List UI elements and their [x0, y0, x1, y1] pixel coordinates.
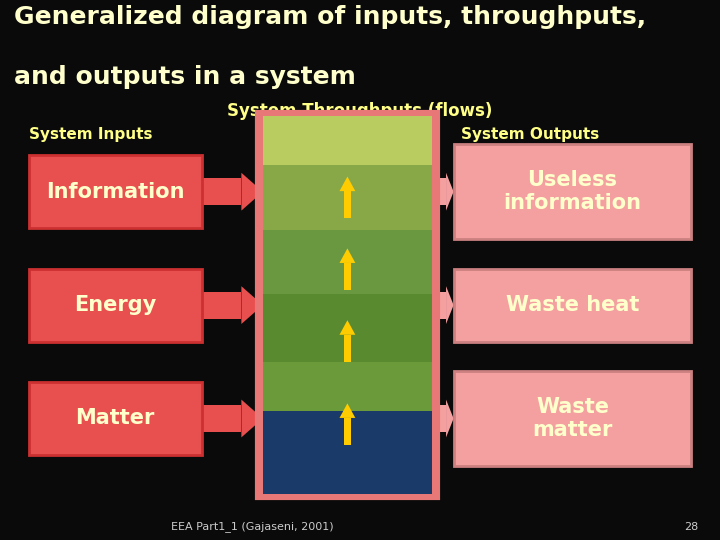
- FancyBboxPatch shape: [263, 165, 432, 230]
- Polygon shape: [446, 173, 454, 211]
- FancyBboxPatch shape: [454, 144, 691, 239]
- Polygon shape: [432, 405, 446, 432]
- Polygon shape: [340, 320, 356, 335]
- Text: and outputs in a system: and outputs in a system: [14, 65, 356, 89]
- FancyBboxPatch shape: [454, 371, 691, 466]
- Polygon shape: [241, 173, 263, 211]
- Text: System Throughputs (flows): System Throughputs (flows): [228, 102, 492, 120]
- FancyBboxPatch shape: [263, 294, 432, 362]
- Polygon shape: [432, 292, 446, 319]
- Text: 28: 28: [684, 522, 698, 532]
- Polygon shape: [446, 286, 454, 324]
- FancyBboxPatch shape: [29, 156, 202, 228]
- Polygon shape: [344, 191, 351, 218]
- Polygon shape: [202, 405, 241, 432]
- Text: System Inputs: System Inputs: [29, 127, 153, 143]
- Text: Energy: Energy: [74, 295, 156, 315]
- Polygon shape: [340, 177, 356, 191]
- Polygon shape: [241, 286, 263, 324]
- Text: Generalized diagram of inputs, throughputs,: Generalized diagram of inputs, throughpu…: [14, 5, 647, 29]
- FancyBboxPatch shape: [263, 230, 432, 294]
- Text: System Outputs: System Outputs: [461, 127, 599, 143]
- FancyBboxPatch shape: [29, 269, 202, 342]
- Polygon shape: [432, 178, 446, 205]
- Text: Matter: Matter: [76, 408, 155, 429]
- Text: Useless
information: Useless information: [503, 170, 642, 213]
- Text: EEA Part1_1 (Gajaseni, 2001): EEA Part1_1 (Gajaseni, 2001): [171, 521, 333, 532]
- Polygon shape: [202, 178, 241, 205]
- Polygon shape: [446, 400, 454, 437]
- Polygon shape: [344, 335, 351, 362]
- Polygon shape: [344, 418, 351, 445]
- FancyBboxPatch shape: [29, 382, 202, 455]
- Text: Waste
matter: Waste matter: [532, 397, 613, 440]
- Text: Waste heat: Waste heat: [505, 295, 639, 315]
- Polygon shape: [344, 263, 351, 290]
- Text: Information: Information: [46, 181, 184, 202]
- Polygon shape: [340, 248, 356, 263]
- FancyBboxPatch shape: [263, 116, 432, 494]
- FancyBboxPatch shape: [263, 116, 432, 165]
- Polygon shape: [202, 292, 241, 319]
- Polygon shape: [340, 403, 356, 418]
- FancyBboxPatch shape: [257, 112, 438, 498]
- FancyBboxPatch shape: [263, 411, 432, 494]
- FancyBboxPatch shape: [263, 362, 432, 411]
- Polygon shape: [241, 400, 263, 437]
- FancyBboxPatch shape: [454, 269, 691, 342]
